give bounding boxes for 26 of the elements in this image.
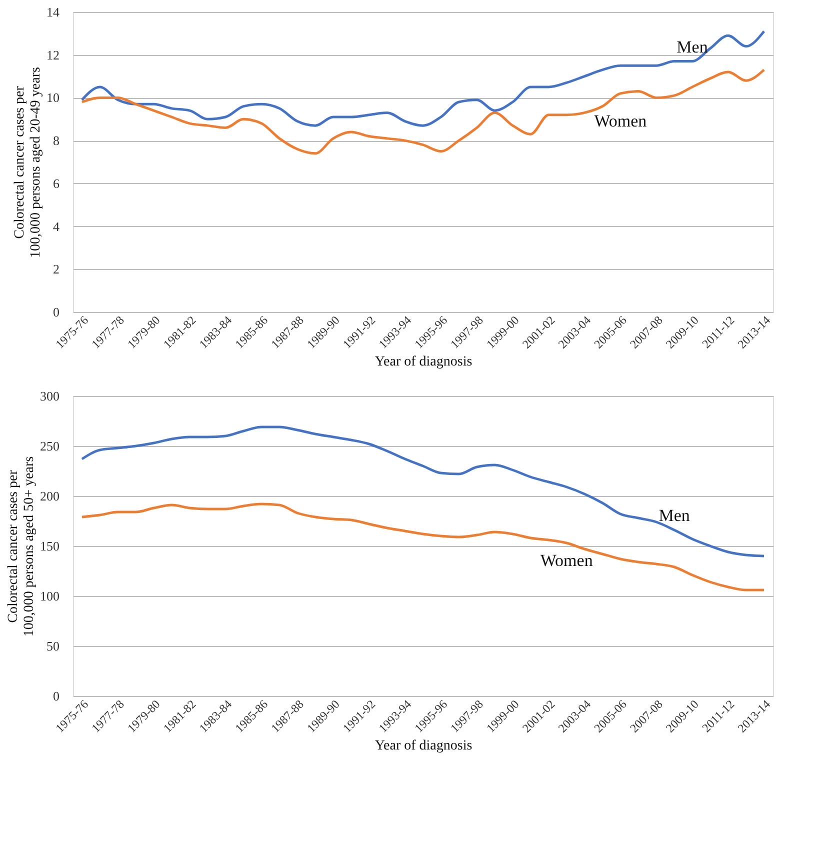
y-tick-label: 4 xyxy=(53,218,60,234)
line-series xyxy=(80,30,766,127)
y-tick-label: 10 xyxy=(46,90,60,106)
series-label: Women xyxy=(540,551,594,570)
y-tick-label: 8 xyxy=(53,133,60,148)
y-tick-label: 250 xyxy=(40,438,60,454)
y-tick-label: 2 xyxy=(53,262,60,277)
y-tick-label: 200 xyxy=(40,488,60,504)
y-tick-label: 100 xyxy=(40,588,60,604)
x-axis-title: Year of diagnosis xyxy=(374,738,472,754)
y-axis-title: Colorectal cancer cases per 100,000 persons aged 50+ years xyxy=(6,456,37,637)
y-tick-label: 6 xyxy=(53,176,60,191)
y-tick-label: 0 xyxy=(53,688,60,704)
x-axis-title: Year of diagnosis xyxy=(374,354,472,370)
series-label: Women xyxy=(594,111,648,130)
series-label: Men xyxy=(658,506,690,525)
y-tick-label: 150 xyxy=(40,538,60,554)
line-series xyxy=(80,502,766,592)
y-axis-title: Colorectal cancer cases per 100,000 persons aged 20-49 years xyxy=(12,67,44,258)
y-tick-label: 50 xyxy=(46,638,60,654)
y-tick-label: 14 xyxy=(46,4,60,20)
y-tick-label: 12 xyxy=(46,47,60,62)
series-label: Men xyxy=(676,37,708,56)
y-tick-label: 0 xyxy=(53,304,60,320)
y-tick-label: 300 xyxy=(40,388,60,404)
line-series xyxy=(80,68,766,155)
